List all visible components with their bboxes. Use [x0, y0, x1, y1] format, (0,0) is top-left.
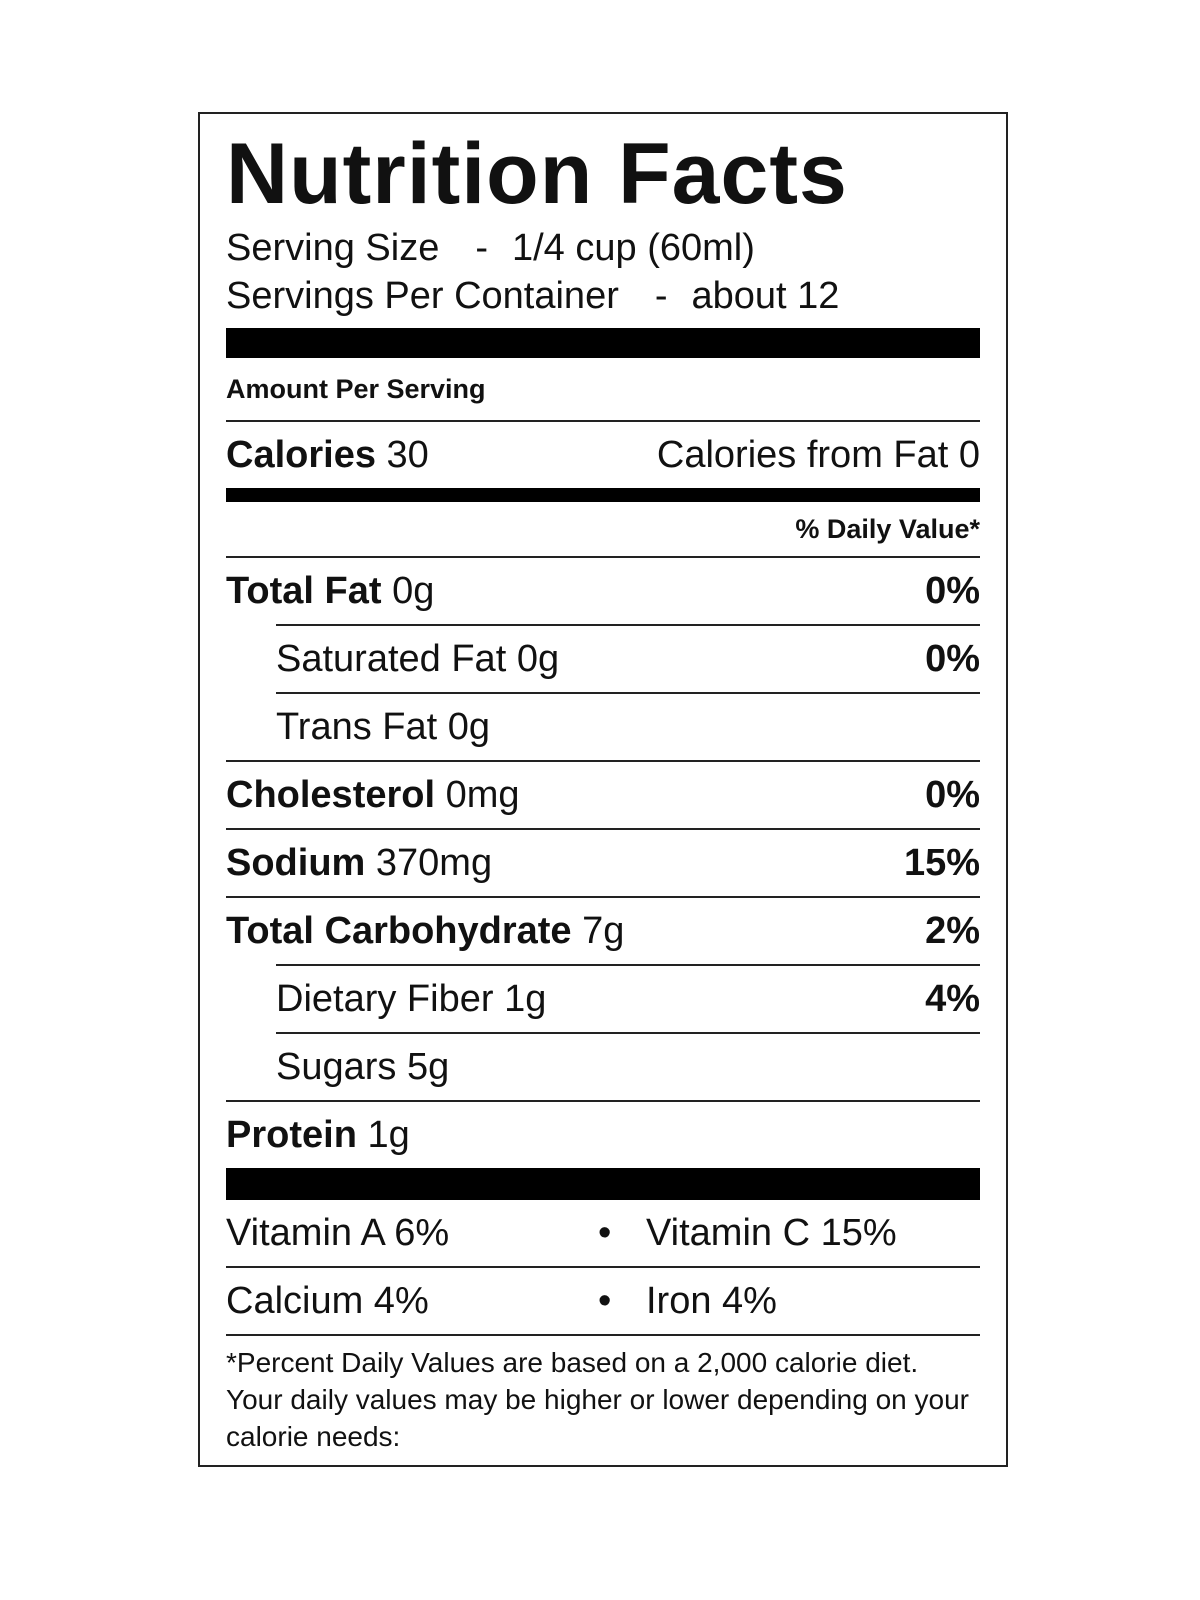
title: Nutrition Facts [226, 126, 848, 222]
vitamin-left: Vitamin A 6% [226, 1212, 450, 1254]
serving-label: Serving Size [226, 227, 440, 269]
nutrient: Total Fat 0g [226, 558, 434, 624]
nutrient: Dietary Fiber 1g [276, 966, 546, 1032]
nutrient-name: Sodium [226, 842, 366, 884]
nutrient-dv: 0% [925, 638, 980, 680]
serving-separator: - [654, 275, 668, 317]
vitamin-right: Iron 4% [646, 1280, 777, 1322]
thick-bar [226, 1168, 980, 1200]
nutrient-row: Saturated Fat 0g 0% [276, 624, 980, 692]
nutrient-name: Trans Fat [276, 706, 438, 748]
nutrient-row: Dietary Fiber 1g 4% [276, 964, 980, 1032]
nutrient-dv: 0% [925, 570, 980, 612]
nutrition-label: Nutrition Facts Serving Size -1/4 cup (60m… [198, 112, 1008, 1467]
nutrient-dv: 2% [925, 910, 980, 952]
vitamin-separator: • [598, 1212, 612, 1254]
nutrient-dv: 0% [925, 774, 980, 816]
serving-line: Servings Per Container - about 12 [226, 272, 980, 320]
nutrient-amount: 1g [504, 978, 547, 1020]
nutrient-name: Dietary Fiber [276, 978, 494, 1020]
amount-header: Amount Per Serving [226, 358, 980, 422]
vitamin-right: Vitamin C 15% [646, 1212, 897, 1254]
nutrient-row: Sodium 370mg 15% [226, 828, 980, 896]
thick-bar [226, 328, 980, 358]
vitamin-separator: • [598, 1280, 612, 1322]
nutrient-row: Cholesterol 0mg 0% [226, 760, 980, 828]
vitamin-row: Vitamin A 6% • Vitamin C 15% [226, 1200, 980, 1266]
nutrient-row: Trans Fat 0g [276, 692, 980, 760]
nutrient-amount: 0mg [445, 774, 520, 816]
nutrient: Cholesterol 0mg [226, 762, 520, 828]
nutrient: Protein 1g [226, 1102, 410, 1168]
nutrient: Saturated Fat 0g [276, 626, 559, 692]
nutrient-amount: 370mg [375, 842, 493, 884]
nutrient: Total Carbohydrate 7g [226, 898, 624, 964]
nutrient-name: Protein [226, 1114, 357, 1156]
nutrient: Sodium 370mg [226, 830, 492, 896]
nutrient-row: Protein 1g [226, 1100, 980, 1168]
nutrient-dv: 15% [903, 842, 980, 884]
nutrient-amount: 0g [447, 706, 491, 748]
serving-value: about 12 [691, 275, 840, 317]
serving-value: 1/4 cup (60ml) [511, 227, 755, 269]
nutrient-amount: 5g [406, 1046, 450, 1088]
nutrient-amount: 1g [367, 1114, 410, 1156]
footnote: *Percent Daily Values are based on a 2,0… [226, 1334, 980, 1455]
serving-label: Servings Per Container [226, 275, 619, 317]
nutrient-name: Total Fat [226, 570, 382, 612]
vitamin-row: Calcium 4% • Iron 4% [226, 1266, 980, 1334]
nutrient-name: Sugars [276, 1046, 397, 1088]
nutrient-amount: 7g [582, 910, 625, 952]
nutrient-row: Total Fat 0g 0% [226, 556, 980, 624]
nutrient-name: Cholesterol [226, 774, 436, 816]
nutrient: Trans Fat 0g [276, 694, 490, 760]
nutrient: Sugars 5g [276, 1034, 449, 1100]
nutrient-amount: 0g [516, 638, 560, 680]
nutrient-dv: 4% [925, 978, 980, 1020]
serving-separator: - [475, 227, 488, 269]
calories-row: Calories 30 Calories from Fat 0 [226, 422, 980, 488]
nutrient-name: Total Carbohydrate [226, 910, 572, 952]
vitamin-left: Calcium 4% [226, 1280, 429, 1322]
calories-label: Calories [226, 434, 376, 476]
calories: Calories 30 [226, 422, 429, 488]
calories-from-fat: Calories from Fat 0 [656, 434, 980, 476]
nutrient-amount: 0g [392, 570, 435, 612]
nutrient-row: Sugars 5g [276, 1032, 980, 1100]
calories-value: 30 [386, 434, 429, 476]
nutrient-row: Total Carbohydrate 7g 2% [226, 896, 980, 964]
serving-line: Serving Size -1/4 cup (60ml) [226, 224, 980, 272]
nutrient-name: Saturated Fat [276, 638, 507, 680]
daily-value-header: % Daily Value* [795, 514, 980, 544]
medium-bar [226, 488, 980, 502]
